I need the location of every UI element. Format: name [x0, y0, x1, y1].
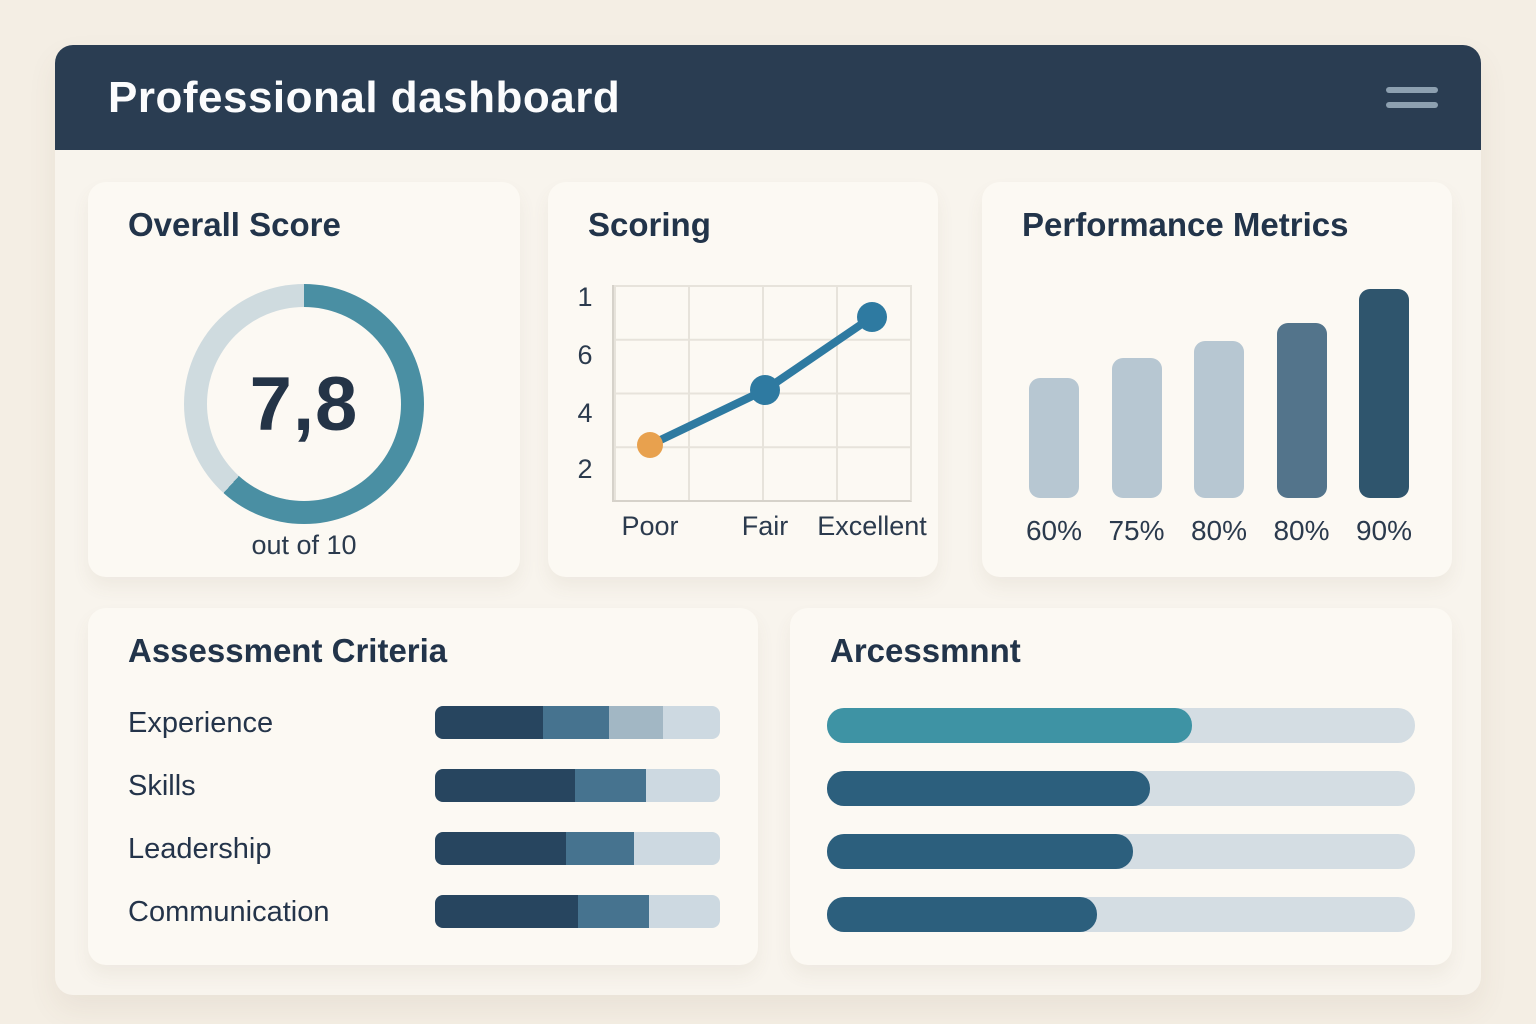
criteria-stacked-bar — [435, 832, 720, 865]
card-title: Scoring — [588, 206, 711, 243]
criteria-row: Communication — [128, 895, 720, 929]
metric-label: 75% — [1108, 515, 1165, 546]
metric-bar — [1276, 323, 1327, 498]
bar-segment — [574, 769, 646, 802]
x-tick-label: Poor — [621, 511, 679, 541]
criteria-stacked-bar — [435, 769, 720, 802]
data-point — [750, 375, 780, 405]
criteria-label: Communication — [128, 896, 330, 928]
assessment-criteria-card: Assessment Criteria Experience Skills Lead… — [88, 608, 758, 965]
metric-label: 90% — [1355, 515, 1413, 546]
assessment-summary-card: Arcessmnnt — [790, 608, 1452, 965]
bar-segment — [648, 895, 720, 928]
progress-fill — [827, 771, 1151, 806]
score-value: 7,8 — [249, 361, 359, 447]
hamburger-icon — [1386, 78, 1438, 117]
scoring-card: Scoring 1 6 4 2 Poor Fair Excellent — [548, 182, 938, 577]
progress-track — [827, 897, 1415, 932]
bar-segment — [662, 706, 720, 739]
progress-fill — [827, 834, 1133, 869]
y-tick-label: 1 — [577, 282, 593, 312]
overall-score-card: Overall Score 7,8 out of 10 — [88, 182, 520, 577]
progress-fill — [827, 897, 1098, 932]
metric-bar — [1111, 358, 1162, 498]
bar-segment — [577, 895, 649, 928]
x-tick-label: Excellent — [817, 511, 927, 541]
metric-bar — [1029, 378, 1079, 498]
card-title: Arcessmnnt — [830, 632, 1021, 669]
bar-chart — [1029, 289, 1409, 498]
x-tick-label: Fair — [741, 511, 789, 541]
data-point — [637, 432, 663, 458]
metric-bar — [1194, 341, 1244, 498]
metric-label: 60% — [1025, 515, 1083, 546]
criteria-label: Experience — [128, 707, 274, 739]
line-series — [637, 302, 887, 458]
progress-track — [827, 771, 1415, 806]
bar-segment — [435, 769, 575, 802]
criteria-label: Skills — [128, 770, 196, 802]
score-caption: out of 10 — [251, 530, 357, 560]
bar-segment — [435, 832, 567, 865]
scoring-line-chart: 1 6 4 2 Poor Fair Excellent — [577, 282, 926, 541]
y-tick-label: 2 — [577, 454, 593, 484]
bar-segment — [543, 706, 609, 739]
criteria-row: Leadership — [128, 832, 720, 866]
bar-segment — [645, 769, 720, 802]
app-header: Professional dashboard — [55, 45, 1481, 150]
menu-button[interactable] — [1382, 76, 1442, 120]
bar-segment — [566, 832, 635, 865]
progress-fill — [827, 708, 1192, 743]
donut-hole: 7,8 — [207, 307, 401, 501]
card-title: Assessment Criteria — [128, 632, 448, 669]
performance-metrics-card: Performance Metrics 60% 75% 80% 80% 90% — [982, 182, 1452, 577]
metric-bar — [1359, 289, 1409, 498]
bar-segment — [634, 832, 720, 865]
criteria-stacked-bar — [435, 895, 720, 928]
criteria-row: Experience — [128, 706, 720, 740]
progress-track — [827, 708, 1415, 743]
bar-segment — [435, 895, 578, 928]
bar-chart-labels: 60% 75% 80% 80% 90% — [1025, 515, 1413, 547]
metric-label: 80% — [1273, 515, 1330, 546]
bar-segment — [435, 706, 544, 739]
page-title: Professional dashboard — [108, 72, 621, 122]
progress-track — [827, 834, 1415, 869]
bar-segment — [608, 706, 663, 739]
criteria-label: Leadership — [128, 833, 272, 865]
card-title: Performance Metrics — [1022, 206, 1349, 243]
criteria-stacked-bar — [435, 706, 720, 739]
y-tick-label: 6 — [577, 340, 593, 370]
data-point — [857, 302, 887, 332]
y-tick-label: 4 — [577, 398, 593, 428]
score-donut-chart: 7,8 — [184, 284, 424, 524]
criteria-row: Skills — [128, 769, 720, 803]
card-title: Overall Score — [128, 206, 341, 243]
metric-label: 80% — [1190, 515, 1248, 546]
